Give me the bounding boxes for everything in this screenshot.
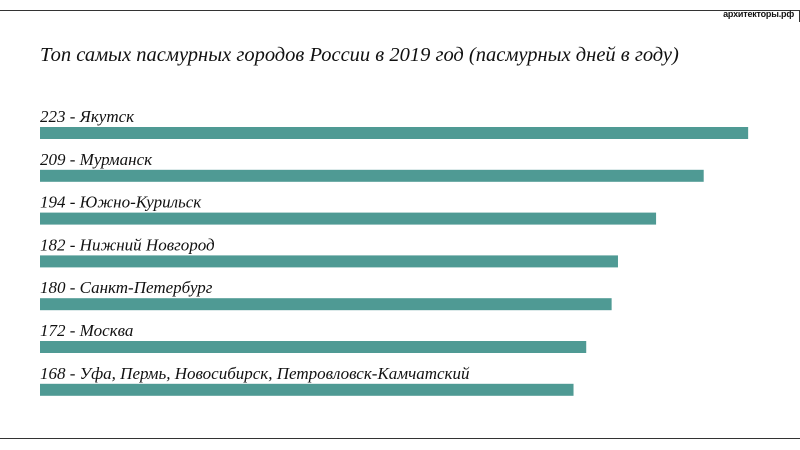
brand-label: архитекторы.рф	[723, 9, 794, 19]
bar-4	[40, 255, 618, 268]
bar-label-6: 172 - Москва	[40, 321, 133, 340]
bar-1	[40, 127, 749, 139]
chart-title: Топ самых пасмурных городов России в 201…	[40, 44, 679, 66]
bar-label-4: 182 - Нижний Новгород	[40, 235, 215, 254]
bar-5	[40, 298, 612, 311]
bar-label-5: 180 - Санкт-Петербург	[40, 278, 213, 297]
bar-2	[40, 169, 704, 182]
bar-7	[40, 383, 574, 396]
bar-3	[40, 212, 657, 225]
bar-label-1: 223 - Якутск	[40, 107, 135, 126]
bar-label-3: 194 - Южно-Курильск	[40, 193, 202, 212]
top-rule	[0, 10, 800, 11]
bar-label-7: 168 - Уфа, Пермь, Новосибирск, Петровлов…	[40, 364, 470, 383]
bottom-rule	[0, 438, 800, 439]
bar-6	[40, 341, 587, 353]
bar-label-2: 209 - Мурманск	[40, 150, 153, 169]
